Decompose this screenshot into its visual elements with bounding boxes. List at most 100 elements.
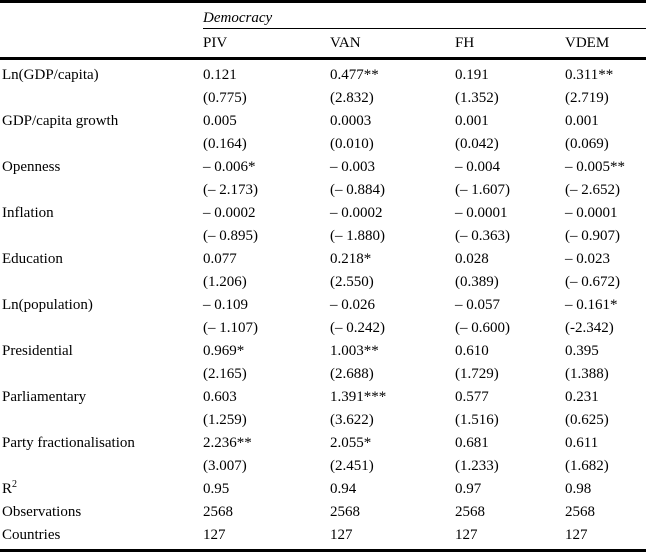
summary-cell: 2568 <box>455 504 485 520</box>
row-label-empty <box>0 87 203 110</box>
coef-cell: 1.003** <box>330 343 379 359</box>
tstat-cell: (2.688) <box>330 366 374 382</box>
tstat-cell: (– 1.107) <box>203 320 258 336</box>
tstat-cell: (– 0.242) <box>330 320 385 336</box>
tstat-cell: (1.206) <box>203 274 247 290</box>
tstat-cell: (0.042) <box>455 136 499 152</box>
tstat-cell: (1.682) <box>565 458 609 474</box>
coef-cell: 0.218* <box>330 251 372 267</box>
coef-cell: 2.055* <box>330 435 372 451</box>
table-row-tstat: (1.206) (2.550) (0.389) (– 0.672) <box>0 271 646 294</box>
coef-cell: 0.077 <box>203 251 237 267</box>
row-label-empty <box>0 409 203 432</box>
row-label: Presidential <box>2 343 73 359</box>
tstat-cell: (– 0.907) <box>565 228 620 244</box>
table-row: Openness – 0.006* – 0.003 – 0.004 – 0.00… <box>0 156 646 179</box>
coef-cell: 0.005 <box>203 113 237 129</box>
tstat-cell: (0.775) <box>203 90 247 106</box>
summary-cell: 127 <box>455 527 478 543</box>
table-row-observations: Observations 2568 2568 2568 2568 <box>0 501 646 524</box>
table-row-tstat: (– 0.895) (– 1.880) (– 0.363) (– 0.907) <box>0 225 646 248</box>
bottom-rule <box>0 549 646 552</box>
coef-cell: 0.121 <box>203 67 237 83</box>
tstat-cell: (– 2.173) <box>203 182 258 198</box>
tstat-cell: (0.164) <box>203 136 247 152</box>
table-row: GDP/capita growth 0.005 0.0003 0.001 0.0… <box>0 110 646 133</box>
tstat-cell: (– 0.884) <box>330 182 385 198</box>
table-row-tstat: (0.775) (2.832) (1.352) (2.719) <box>0 87 646 110</box>
summary-cell: 0.95 <box>203 481 230 497</box>
table-row-tstat: (3.007) (2.451) (1.233) (1.682) <box>0 455 646 478</box>
row-label-empty <box>0 179 203 202</box>
coef-cell: 0.477** <box>330 67 379 83</box>
table-row-countries: Countries 127 127 127 127 <box>0 524 646 547</box>
summary-cell: 0.98 <box>565 481 592 497</box>
coef-cell: 0.028 <box>455 251 489 267</box>
tstat-cell: (– 0.895) <box>203 228 258 244</box>
group-header-row: Democracy <box>0 3 646 29</box>
coef-cell: – 0.109 <box>203 297 248 313</box>
r-squared-superscript: 2 <box>12 479 18 490</box>
tstat-cell: (0.625) <box>565 412 609 428</box>
tstat-cell: (2.550) <box>330 274 374 290</box>
tstat-cell: (– 0.363) <box>455 228 510 244</box>
coef-cell: 0.001 <box>455 113 489 129</box>
group-header-spacer <box>0 3 203 29</box>
row-label: Education <box>2 251 63 267</box>
coef-cell: – 0.0002 <box>330 205 383 221</box>
column-header-vdem: VDEM <box>565 35 610 51</box>
coef-cell: – 0.0002 <box>203 205 256 221</box>
coef-cell: 0.395 <box>565 343 599 359</box>
coef-cell: 0.001 <box>565 113 599 129</box>
table-body: Ln(GDP/capita) 0.121 0.477** 0.191 0.311… <box>0 60 646 549</box>
tstat-cell: (0.010) <box>330 136 374 152</box>
coef-cell: – 0.004 <box>455 159 500 175</box>
tstat-cell: (1.352) <box>455 90 499 106</box>
coef-cell: – 0.005** <box>565 159 625 175</box>
coef-cell: 0.611 <box>565 435 599 451</box>
column-header-spacer <box>0 29 203 57</box>
tstat-cell: (– 1.880) <box>330 228 385 244</box>
table-row-r-squared: R2 0.95 0.94 0.97 0.98 <box>0 478 646 501</box>
tstat-cell: (1.516) <box>455 412 499 428</box>
row-label: Inflation <box>2 205 54 221</box>
summary-cell: 127 <box>565 527 588 543</box>
column-header-piv: PIV <box>203 35 228 51</box>
row-label: Ln(population) <box>2 297 93 313</box>
row-label-empty <box>0 363 203 386</box>
tstat-cell: (2.719) <box>565 90 609 106</box>
tstat-cell: (3.622) <box>330 412 374 428</box>
row-label-empty <box>0 225 203 248</box>
coef-cell: 0.231 <box>565 389 599 405</box>
table-row: Inflation – 0.0002 – 0.0002 – 0.0001 – 0… <box>0 202 646 225</box>
tstat-cell: (– 0.600) <box>455 320 510 336</box>
coef-cell: – 0.026 <box>330 297 375 313</box>
row-label: Party fractionalisation <box>2 435 135 451</box>
summary-cell: 2568 <box>203 504 233 520</box>
summary-cell: 127 <box>203 527 226 543</box>
summary-cell: 0.94 <box>330 481 357 497</box>
coef-cell: 1.391*** <box>330 389 387 405</box>
column-header-fh: FH <box>455 35 475 51</box>
table-row-tstat: (1.259) (3.622) (1.516) (0.625) <box>0 409 646 432</box>
table-row: Parliamentary 0.603 1.391*** 0.577 0.231 <box>0 386 646 409</box>
tstat-cell: (2.165) <box>203 366 247 382</box>
table-row-tstat: (– 2.173) (– 0.884) (– 1.607) (– 2.652) <box>0 179 646 202</box>
row-label: GDP/capita growth <box>2 113 119 129</box>
row-label-empty <box>0 317 203 340</box>
coef-cell: 2.236** <box>203 435 252 451</box>
row-label-empty <box>0 455 203 478</box>
coef-cell: 0.603 <box>203 389 237 405</box>
top-rule <box>0 0 646 3</box>
coef-cell: 0.610 <box>455 343 489 359</box>
tstat-cell: (1.259) <box>203 412 247 428</box>
tstat-cell: (0.389) <box>455 274 499 290</box>
tstat-cell: (2.832) <box>330 90 374 106</box>
coef-cell: 0.681 <box>455 435 489 451</box>
tstat-cell: (-2.342) <box>565 320 614 336</box>
row-label: Parliamentary <box>2 389 87 405</box>
tstat-cell: (1.233) <box>455 458 499 474</box>
coef-cell: – 0.057 <box>455 297 500 313</box>
coef-cell: – 0.003 <box>330 159 375 175</box>
